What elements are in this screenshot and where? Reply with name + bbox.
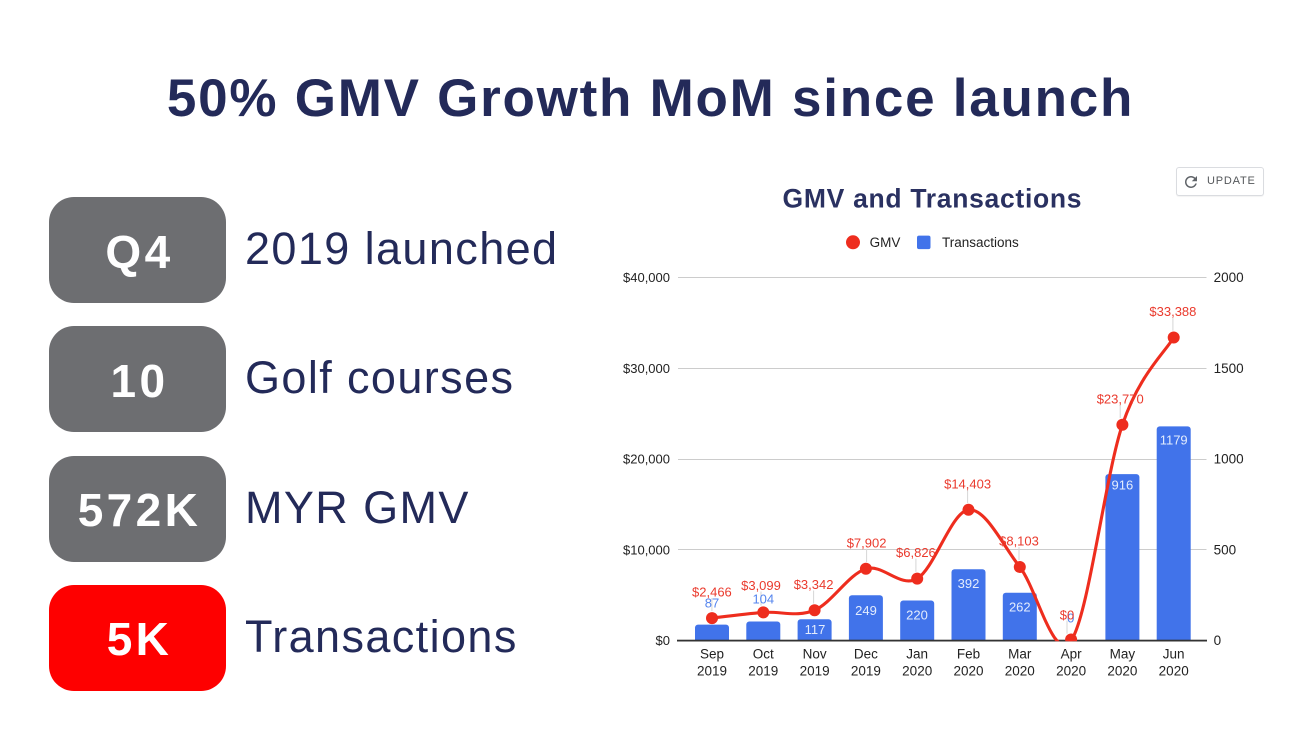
svg-text:$10,000: $10,000 bbox=[623, 542, 670, 557]
svg-text:$20,000: $20,000 bbox=[623, 452, 670, 467]
svg-text:$40,000: $40,000 bbox=[623, 270, 670, 285]
svg-text:Sep: Sep bbox=[700, 647, 724, 662]
svg-text:$6,826: $6,826 bbox=[896, 545, 936, 560]
svg-text:0: 0 bbox=[1214, 633, 1222, 648]
svg-text:0: 0 bbox=[1067, 610, 1074, 625]
svg-text:2020: 2020 bbox=[1005, 663, 1035, 678]
svg-text:$0: $0 bbox=[656, 633, 670, 648]
svg-text:GMV and Transactions: GMV and Transactions bbox=[783, 183, 1083, 213]
svg-text:2020: 2020 bbox=[902, 663, 932, 678]
svg-text:2020: 2020 bbox=[1159, 663, 1189, 678]
svg-text:$14,403: $14,403 bbox=[944, 476, 991, 491]
svg-text:$0: $0 bbox=[1060, 607, 1074, 622]
svg-text:2020: 2020 bbox=[953, 663, 983, 678]
svg-text:$23,770: $23,770 bbox=[1097, 391, 1144, 406]
svg-text:87: 87 bbox=[705, 595, 719, 610]
svg-text:392: 392 bbox=[958, 576, 980, 591]
svg-text:Apr: Apr bbox=[1061, 647, 1083, 662]
svg-text:$7,902: $7,902 bbox=[847, 535, 887, 550]
svg-text:220: 220 bbox=[906, 607, 928, 622]
svg-text:$8,103: $8,103 bbox=[999, 534, 1039, 549]
svg-text:2019: 2019 bbox=[800, 663, 830, 678]
svg-text:249: 249 bbox=[855, 603, 877, 618]
svg-text:1500: 1500 bbox=[1214, 361, 1244, 376]
svg-text:1000: 1000 bbox=[1214, 452, 1244, 467]
svg-text:May: May bbox=[1110, 647, 1136, 662]
svg-text:$3,099: $3,099 bbox=[741, 578, 781, 593]
svg-text:2020: 2020 bbox=[1107, 663, 1137, 678]
svg-text:916: 916 bbox=[1112, 478, 1134, 493]
svg-text:117: 117 bbox=[805, 622, 826, 637]
svg-text:Jun: Jun bbox=[1163, 647, 1185, 662]
svg-text:$33,388: $33,388 bbox=[1149, 304, 1196, 319]
svg-text:Feb: Feb bbox=[957, 647, 980, 662]
svg-text:2000: 2000 bbox=[1214, 270, 1244, 285]
svg-text:Mar: Mar bbox=[1008, 647, 1032, 662]
svg-text:1179: 1179 bbox=[1160, 433, 1188, 448]
svg-text:$30,000: $30,000 bbox=[623, 361, 670, 376]
svg-text:2019: 2019 bbox=[697, 663, 727, 678]
svg-text:500: 500 bbox=[1214, 542, 1237, 557]
svg-text:Oct: Oct bbox=[753, 647, 774, 662]
svg-text:$3,342: $3,342 bbox=[794, 577, 834, 592]
svg-text:Jan: Jan bbox=[906, 647, 928, 662]
svg-text:2020: 2020 bbox=[1056, 663, 1086, 678]
svg-text:104: 104 bbox=[752, 592, 774, 607]
svg-text:262: 262 bbox=[1009, 600, 1031, 615]
svg-text:Nov: Nov bbox=[803, 647, 827, 662]
svg-text:2019: 2019 bbox=[748, 663, 778, 678]
svg-text:$2,466: $2,466 bbox=[692, 585, 732, 600]
svg-text:2019: 2019 bbox=[851, 663, 881, 678]
svg-text:GMV: GMV bbox=[870, 235, 901, 250]
svg-text:Transactions: Transactions bbox=[942, 235, 1019, 250]
svg-text:Dec: Dec bbox=[854, 647, 878, 662]
